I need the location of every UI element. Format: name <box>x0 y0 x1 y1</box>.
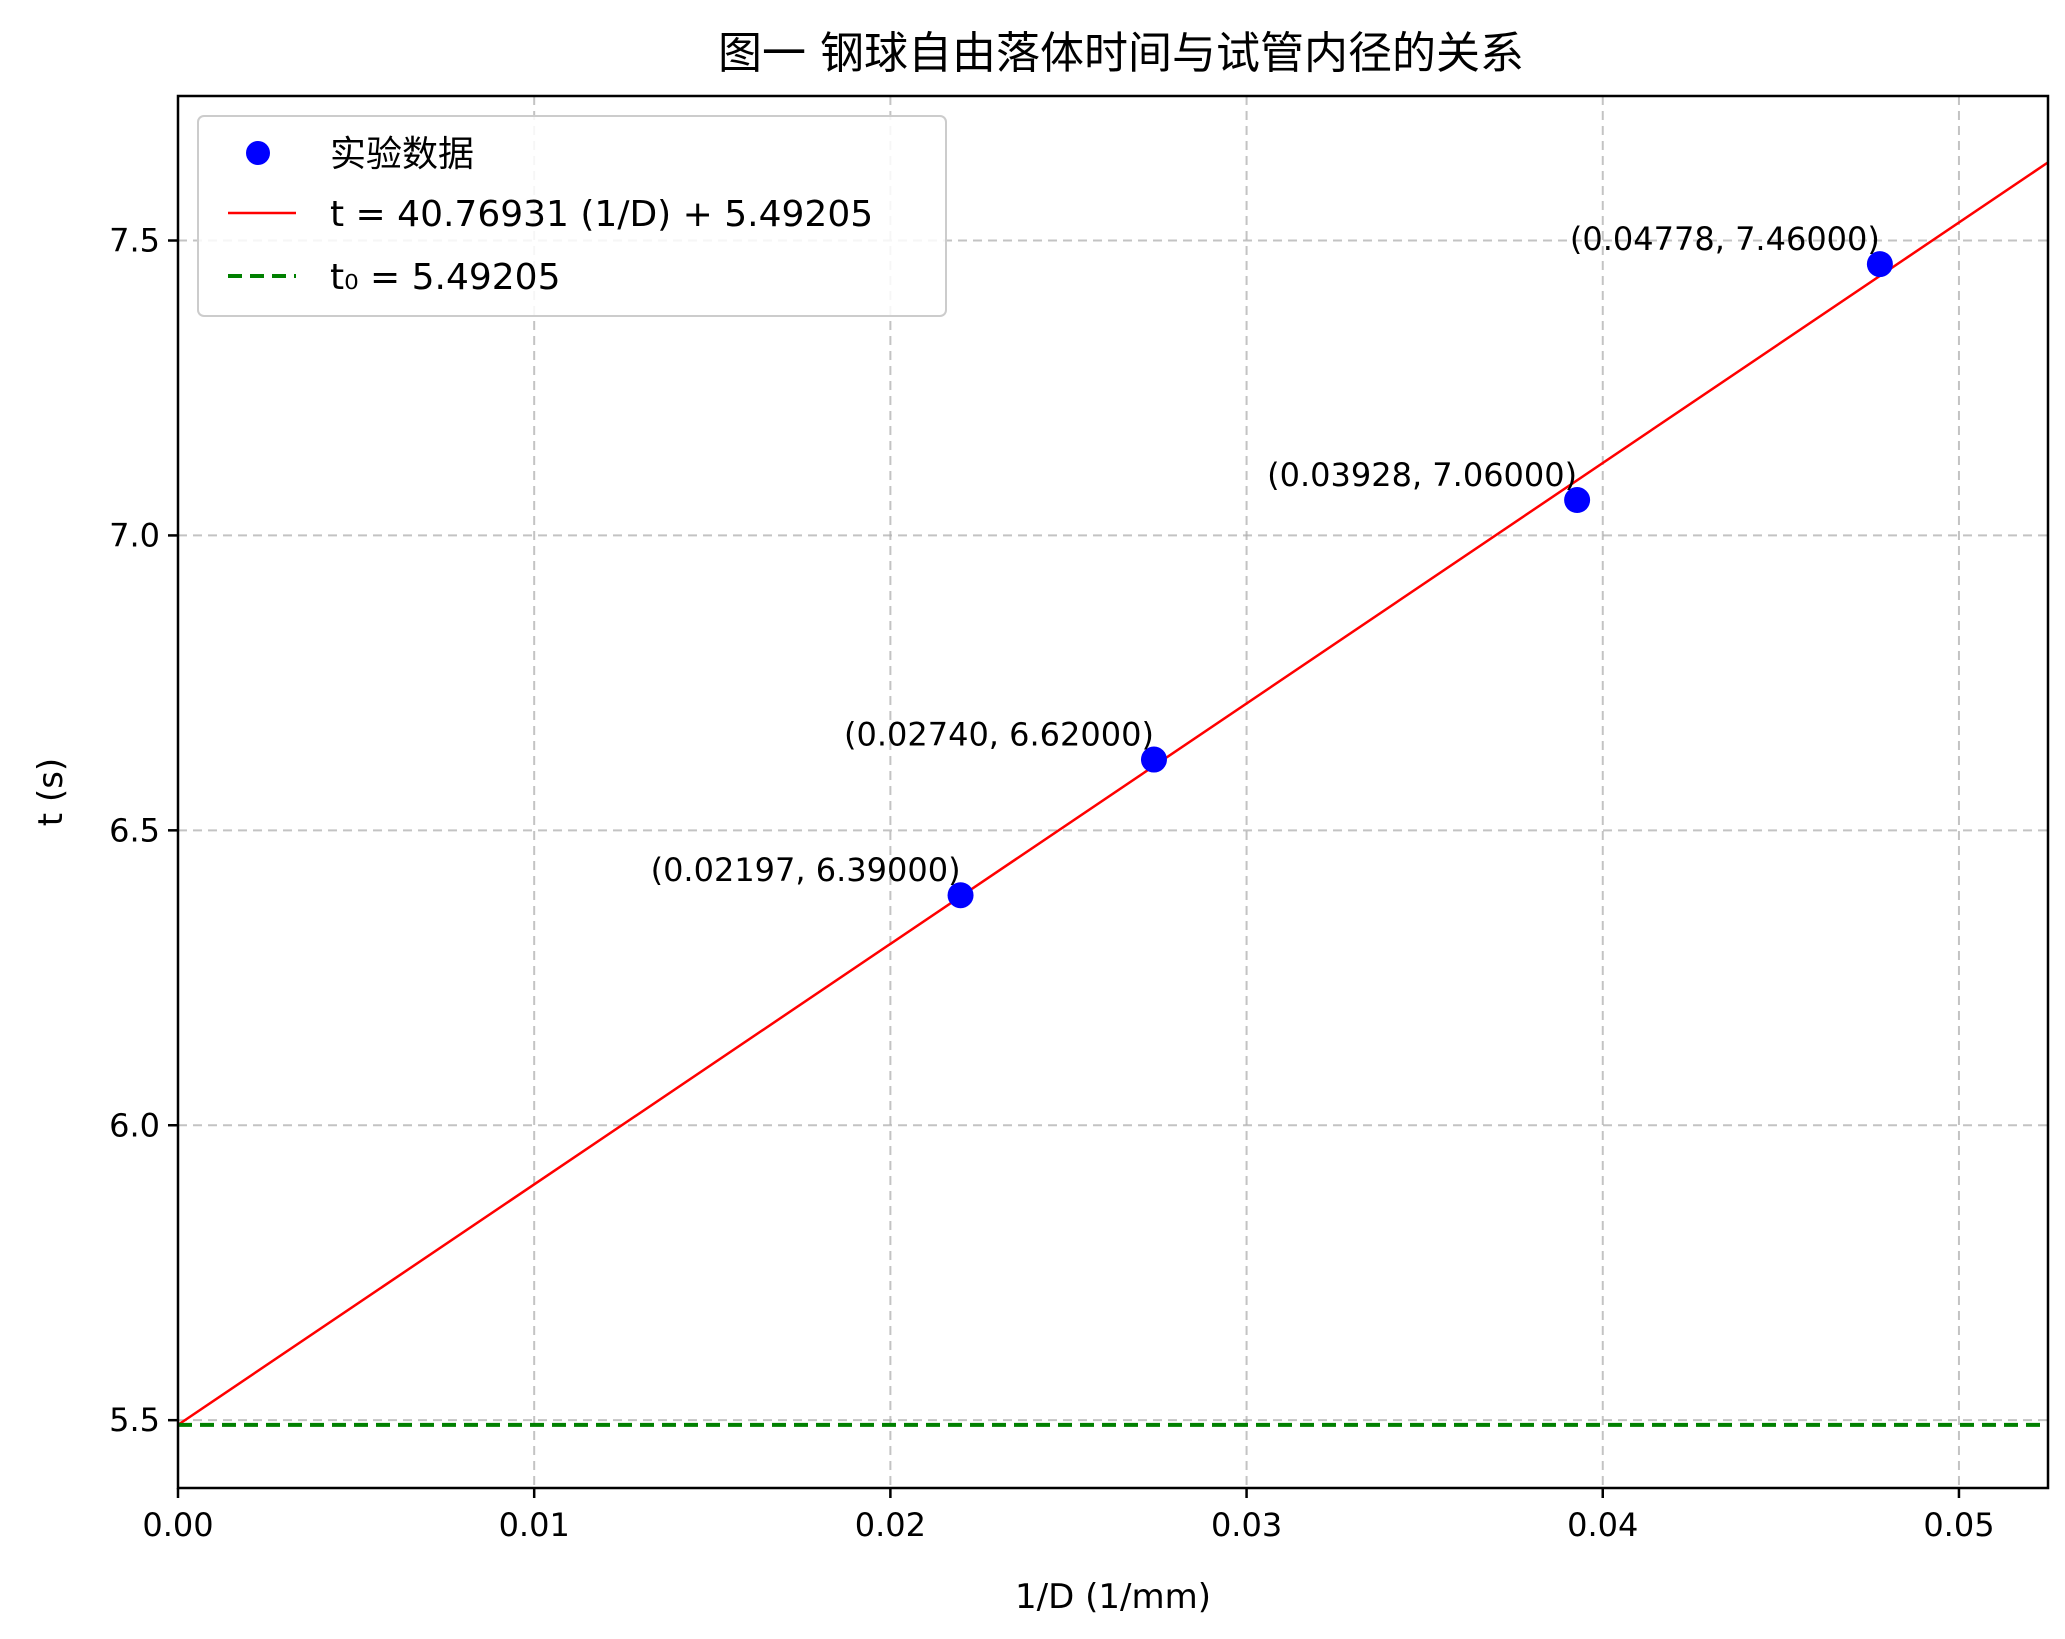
data-point <box>1140 746 1167 773</box>
x-tick-label: 0.01 <box>499 1506 570 1544</box>
data-point <box>947 882 974 909</box>
y-tick-label: 6.5 <box>109 811 160 849</box>
x-tick-label: 0.04 <box>1567 1506 1638 1544</box>
y-tick-label: 6.0 <box>109 1106 160 1144</box>
data-point-label: (0.02740, 6.62000) <box>844 716 1154 754</box>
y-tick-label: 7.5 <box>109 222 160 260</box>
legend-label-t0: t₀ = 5.49205 <box>330 257 560 298</box>
x-tick-label: 0.03 <box>1211 1506 1282 1544</box>
plot-series: (0.02197, 6.39000) (0.02740, 6.62000) (0.0… <box>177 161 2049 1427</box>
legend-label-fit: t = 40.76931 (1/D) + 5.49205 <box>330 194 873 235</box>
legend-marker-scatter <box>246 141 270 165</box>
data-point-label: (0.03928, 7.06000) <box>1267 456 1577 494</box>
x-tick-label: 0.00 <box>142 1506 213 1544</box>
grid <box>177 96 2048 1488</box>
x-tick-label: 0.02 <box>855 1506 926 1544</box>
y-axis-label: t (s) <box>31 758 71 826</box>
plot-frame <box>176 94 2050 1490</box>
y-tick-label: 7.0 <box>109 516 160 554</box>
data-point-label: (0.02197, 6.39000) <box>651 851 961 889</box>
y-tick-label: 5.5 <box>109 1401 160 1439</box>
axis-ticks: 0.00 0.01 0.02 0.03 0.04 0.05 5.5 6.0 6.5 7.0 7.5 <box>109 222 1994 1544</box>
legend-box <box>197 115 947 317</box>
x-axis-label: 1/D (1/mm) <box>1015 1577 1211 1617</box>
legend: 实验数据 t = 40.76931 (1/D) + 5.49205 t₀ = 5… <box>197 115 947 317</box>
fit-line <box>177 161 2049 1426</box>
data-point <box>1564 487 1591 514</box>
x-tick-label: 0.05 <box>1923 1506 1994 1544</box>
data-point-label: (0.04778, 7.46000) <box>1570 220 1880 258</box>
data-point <box>1866 251 1893 278</box>
chart-title: 图一 钢球自由落体时间与试管内径的关系 <box>718 28 1524 79</box>
legend-label-data: 实验数据 <box>330 134 474 175</box>
